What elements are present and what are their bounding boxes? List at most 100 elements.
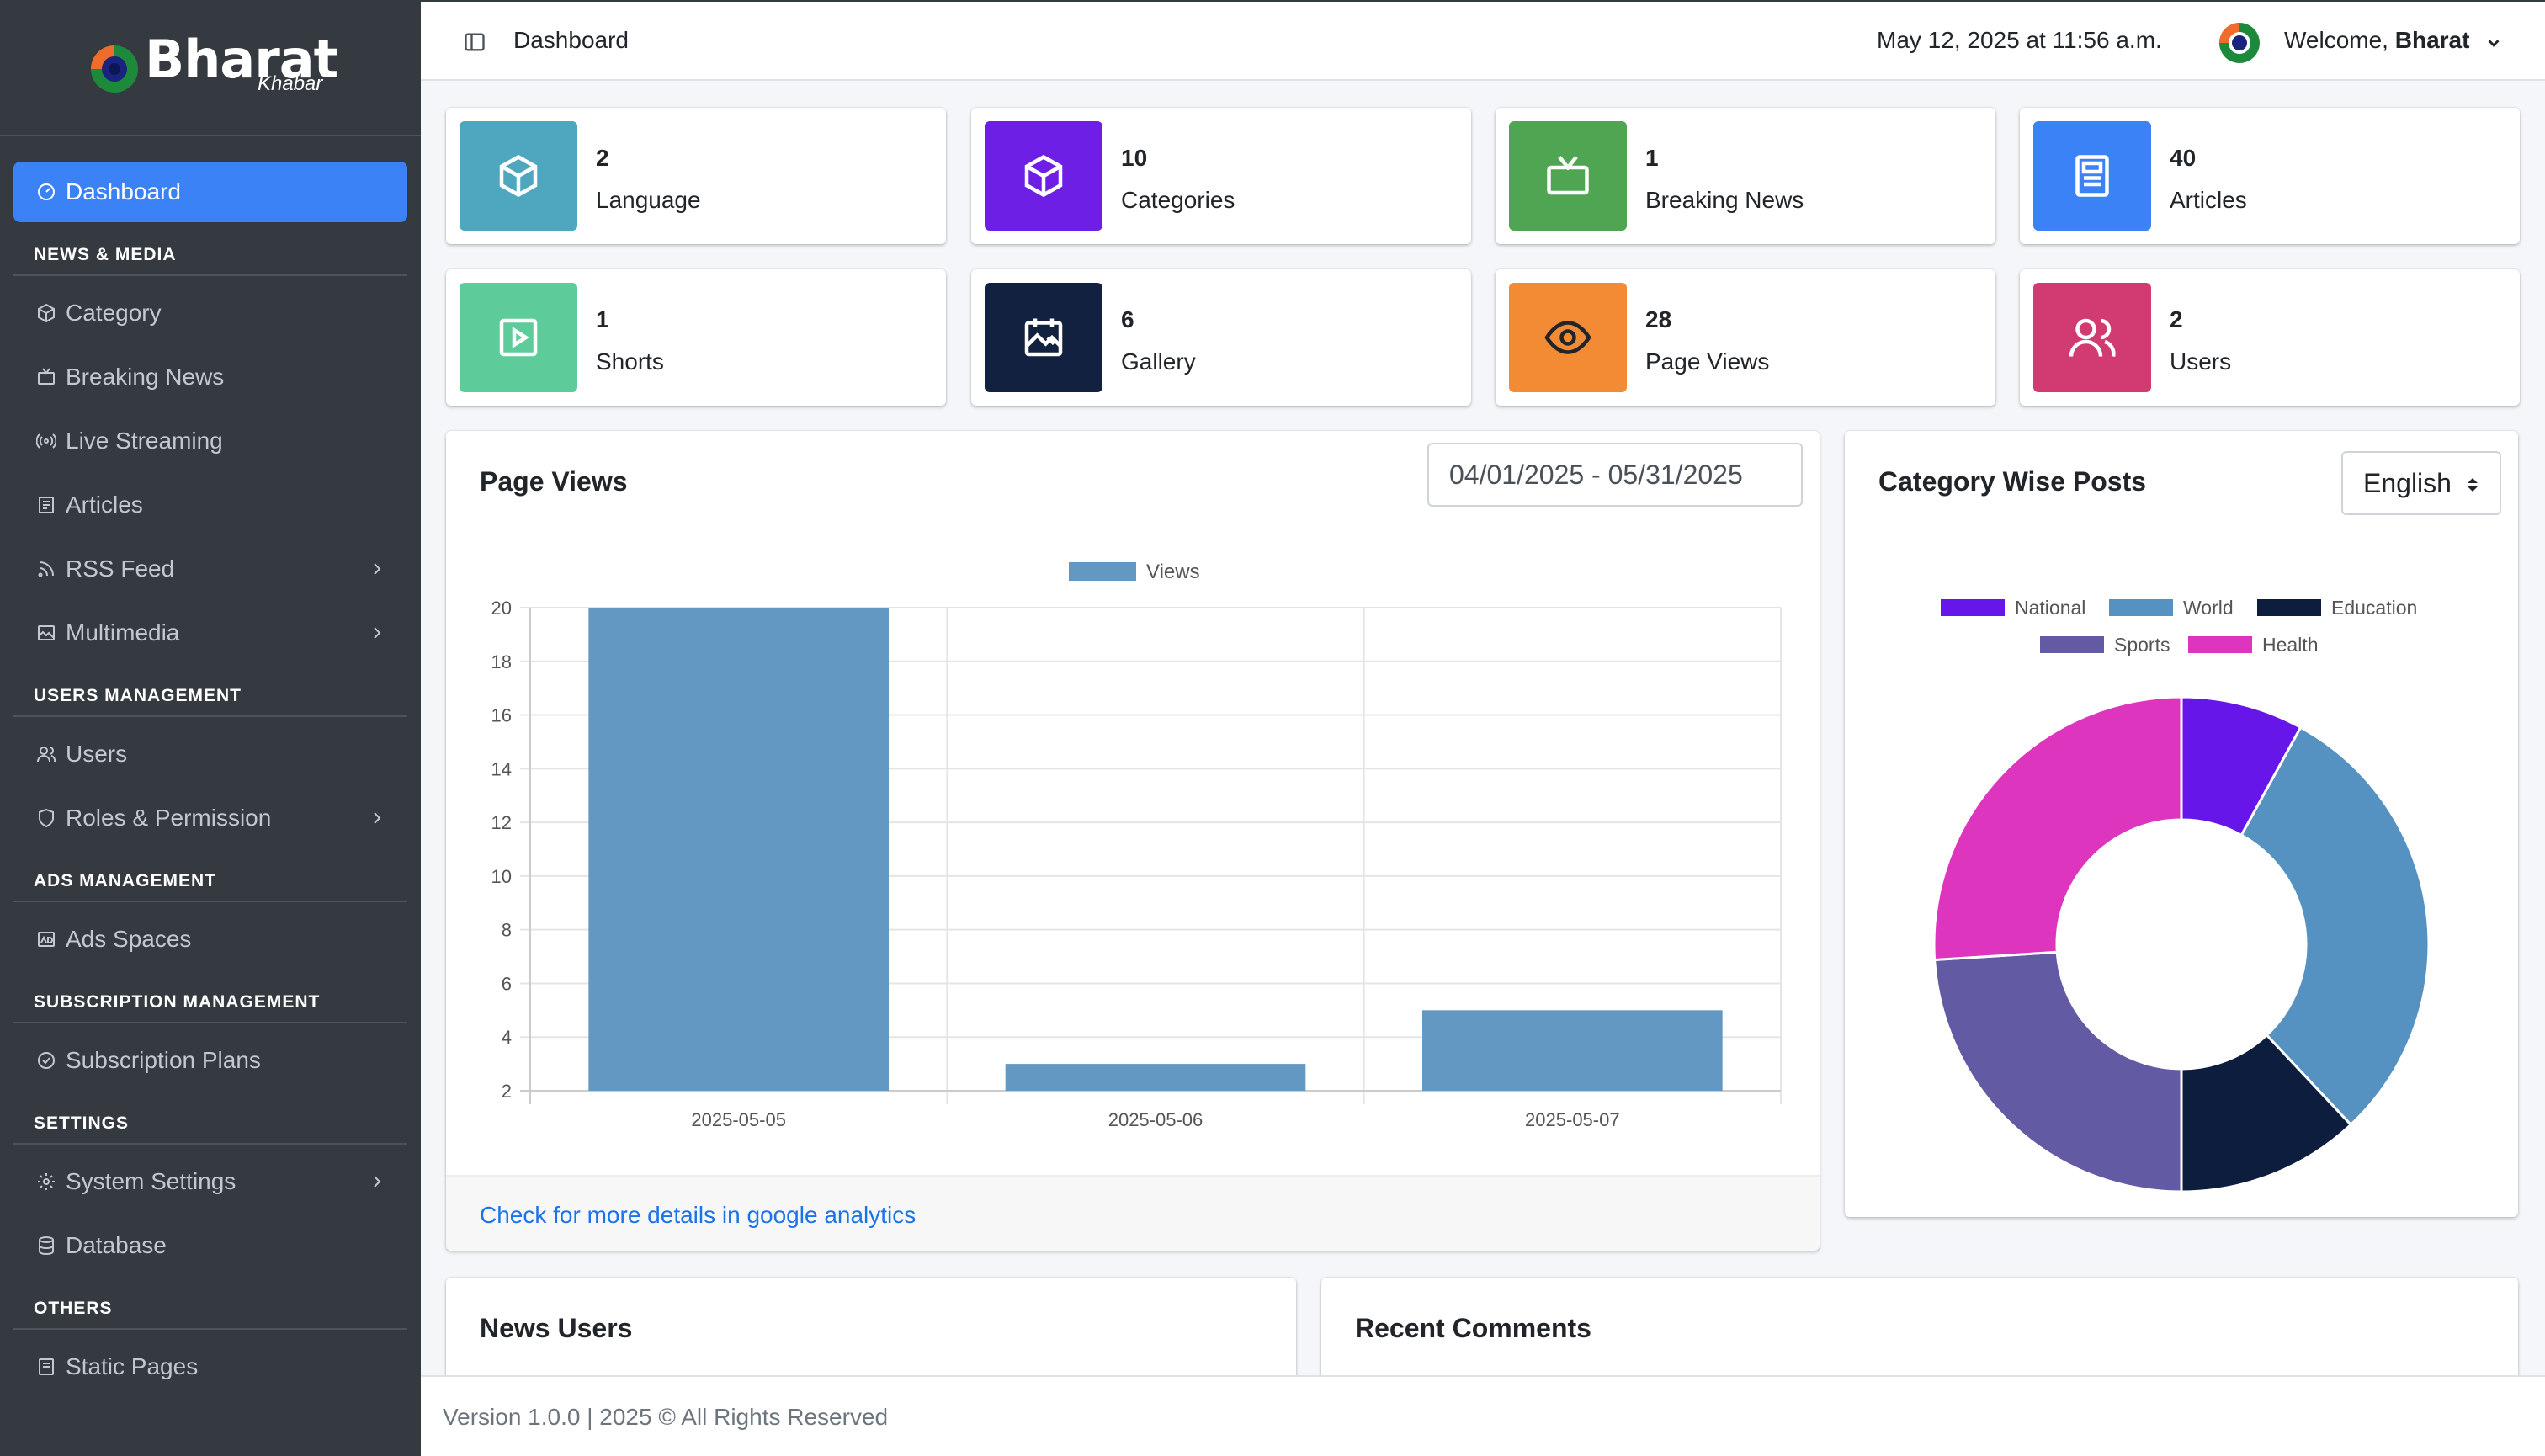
- nav-section-subscription-management: SUBSCRIPTION MANAGEMENT: [13, 981, 407, 1023]
- card-footer: Check for more details in google analyti…: [446, 1175, 1820, 1251]
- category-donut-chart: National World Education Sports Health: [1932, 597, 2431, 1193]
- sidebar-item-roles-permission[interactable]: Roles & Permission: [13, 788, 407, 848]
- google-analytics-link[interactable]: Check for more details in google analyti…: [480, 1202, 917, 1228]
- date-range-input[interactable]: 04/01/2025 - 05/31/2025: [1427, 443, 1803, 507]
- legend-label-education: Education: [2331, 597, 2417, 619]
- stat-value: 6: [1121, 306, 1134, 332]
- sidebar-item-users[interactable]: Users: [13, 724, 407, 784]
- stat-label: Articles: [2170, 187, 2247, 213]
- page-title: Dashboard: [513, 27, 629, 53]
- stat-icon-bg: [985, 121, 1102, 231]
- topbar: Dashboard May 12, 2025 at 11:56 a.m. Wel…: [421, 0, 2545, 81]
- sidebar-item-label: Live Streaming: [66, 428, 223, 454]
- stat-gallery[interactable]: 6 Gallery: [971, 269, 1471, 406]
- language-select[interactable]: English: [2341, 451, 2501, 515]
- sidebar-item-multimedia[interactable]: Multimedia: [13, 603, 407, 663]
- cube-icon: [499, 154, 538, 198]
- legend-swatch-education: [2257, 599, 2321, 616]
- sidebar-item-subscription-plans[interactable]: Subscription Plans: [13, 1030, 407, 1091]
- bar-2025-05-05: [588, 608, 889, 1091]
- stat-label: Categories: [1121, 187, 1235, 213]
- sidebar-item-breaking-news[interactable]: Breaking News: [13, 347, 407, 407]
- legend-swatch-sports: [2040, 636, 2104, 653]
- stat-breaking-news[interactable]: 1 Breaking News: [1496, 108, 1995, 244]
- sidebar-item-label: Ads Spaces: [66, 926, 192, 952]
- sidebar-item-rss-feed[interactable]: RSS Feed: [13, 539, 407, 599]
- ad-icon: [34, 927, 59, 952]
- legend-label-sports: Sports: [2114, 634, 2170, 656]
- tv-icon: [1547, 156, 1589, 195]
- bar-2025-05-07: [1422, 1010, 1723, 1091]
- nav-section-settings: SETTINGS: [13, 1103, 407, 1145]
- sidebar-item-system-settings[interactable]: System Settings: [13, 1151, 407, 1212]
- y-tick-label: 20: [491, 598, 512, 619]
- y-tick-label: 8: [502, 920, 512, 941]
- users-icon: [34, 741, 59, 767]
- sidebar-item-label: System Settings: [66, 1168, 236, 1194]
- stat-value: 10: [1121, 145, 1148, 171]
- chevron-right-icon: [374, 563, 381, 575]
- article-icon: [2075, 155, 2109, 197]
- footer-text: Version 1.0.0 | 2025 © All Rights Reserv…: [443, 1404, 889, 1430]
- gear-icon: [34, 1169, 59, 1194]
- stat-value: 2: [596, 145, 609, 171]
- brand-logo-icon: [91, 45, 138, 93]
- sidebar-item-label: Users: [66, 741, 128, 767]
- article-icon: [34, 492, 59, 518]
- cube-icon: [34, 300, 59, 326]
- sidebar-item-category[interactable]: Category: [13, 283, 407, 343]
- x-tick-label: 2025-05-07: [1525, 1109, 1620, 1130]
- stat-categories[interactable]: 10 Categories: [971, 108, 1471, 244]
- legend-label-world: World: [2183, 597, 2234, 619]
- sidebar-item-label: Category: [66, 300, 162, 326]
- broadcast-icon: [34, 428, 59, 454]
- sidebar-item-static-pages[interactable]: Static Pages: [13, 1336, 407, 1397]
- stat-language[interactable]: 2 Language: [446, 108, 946, 244]
- stat-value: 40: [2170, 145, 2197, 171]
- stat-icon-bg: [2033, 283, 2151, 392]
- legend-swatch-views: [1069, 562, 1136, 581]
- language-select-value: English: [2363, 468, 2452, 498]
- avatar[interactable]: [2218, 22, 2261, 64]
- user-menu[interactable]: Welcome, Bharat: [2284, 27, 2469, 54]
- sidebar-item-label: Breaking News: [66, 364, 225, 390]
- stat-articles[interactable]: 40 Articles: [2020, 108, 2520, 244]
- card-title: Category Wise Posts: [1878, 466, 2147, 497]
- users-icon: [2069, 318, 2116, 357]
- sidebar-item-label: Multimedia: [66, 619, 180, 646]
- y-tick-label: 14: [491, 758, 512, 779]
- nav-section-others: OTHERS: [13, 1288, 407, 1330]
- slice-health: [1932, 695, 2183, 962]
- stat-icon-bg: [985, 283, 1102, 392]
- y-tick-label: 18: [491, 651, 512, 672]
- y-tick-label: 10: [491, 866, 512, 887]
- sidebar-item-live-streaming[interactable]: Live Streaming: [13, 411, 407, 471]
- brand-subtitle: Khabar: [258, 72, 323, 95]
- stat-shorts[interactable]: 1 Shorts: [446, 269, 946, 406]
- sidebar-item-dashboard[interactable]: Dashboard: [13, 162, 407, 222]
- stat-page-views[interactable]: 28 Page Views: [1496, 269, 1995, 406]
- card-title: Recent Comments: [1355, 1313, 1591, 1343]
- sidebar-item-database[interactable]: Database: [13, 1215, 407, 1276]
- legend-label-views: Views: [1146, 561, 1200, 583]
- slice-sports: [1932, 950, 2183, 1193]
- sidebar-item-label: Dashboard: [66, 178, 181, 205]
- stat-icon-bg: [460, 121, 577, 231]
- bar-2025-05-06: [1005, 1064, 1306, 1091]
- sidebar-toggle-icon[interactable]: [463, 30, 486, 54]
- brand[interactable]: Bharat Khabar: [0, 0, 421, 136]
- tv-icon: [34, 364, 59, 390]
- sidebar-item-ads-spaces[interactable]: Ads Spaces: [13, 909, 407, 970]
- chevron-down-icon[interactable]: [2484, 34, 2503, 52]
- play-icon: [499, 318, 538, 357]
- sidebar-item-label: Database: [66, 1232, 167, 1258]
- nav-section-users-management: USERS MANAGEMENT: [13, 675, 407, 717]
- stat-users[interactable]: 2 Users: [2020, 269, 2520, 406]
- sidebar-item-articles[interactable]: Articles: [13, 475, 407, 535]
- sidebar-item-label: Static Pages: [66, 1353, 199, 1379]
- eye-icon: [1544, 321, 1591, 354]
- sidebar-nav: Dashboard NEWS & MEDIA Category Breaking…: [0, 136, 421, 1397]
- username: Bharat: [2394, 27, 2470, 53]
- sidebar-item-label: Articles: [66, 492, 143, 518]
- y-tick-label: 2: [502, 1081, 512, 1102]
